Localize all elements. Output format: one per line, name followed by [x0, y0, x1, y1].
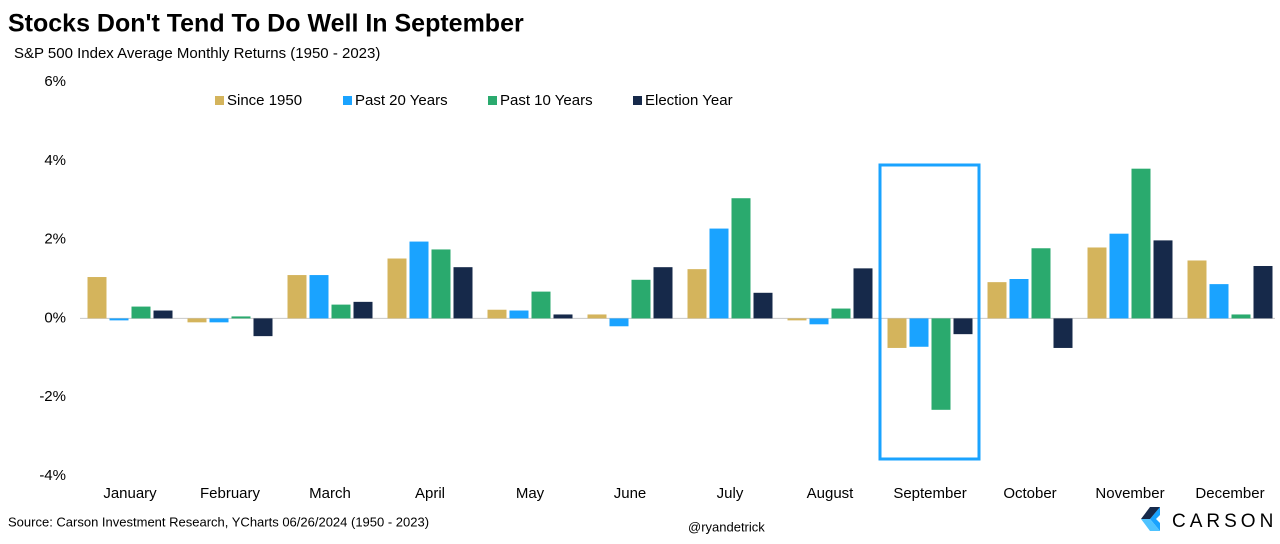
bar	[1153, 240, 1173, 319]
bar	[353, 301, 373, 319]
logo-mark	[1150, 507, 1160, 531]
highlight-box	[878, 163, 981, 461]
bar	[653, 267, 673, 319]
bar	[287, 275, 307, 319]
bar	[553, 314, 573, 319]
x-tick-label: July	[717, 485, 744, 502]
bar	[687, 269, 707, 319]
bar	[509, 310, 529, 319]
logo-mark	[1141, 507, 1160, 519]
bar	[853, 268, 873, 319]
chart-subtitle: S&P 500 Index Average Monthly Returns (1…	[14, 45, 380, 62]
bar	[1187, 260, 1207, 319]
bar	[531, 291, 551, 319]
x-tick-label: June	[614, 485, 647, 502]
x-tick-label: August	[807, 485, 855, 502]
y-tick-label: 6%	[44, 73, 66, 90]
bar	[953, 318, 973, 335]
bar	[1087, 247, 1107, 319]
x-tick-label: October	[1003, 485, 1056, 502]
y-tick-label: 0%	[44, 309, 66, 326]
bar	[909, 318, 929, 347]
legend-label: Past 20 Years	[355, 92, 448, 109]
chart-title: Stocks Don't Tend To Do Well In Septembe…	[8, 10, 524, 38]
bar	[231, 316, 251, 319]
x-tick-label: January	[103, 485, 157, 502]
legend-swatch	[215, 96, 224, 105]
bar	[809, 318, 829, 325]
legend-swatch	[488, 96, 497, 105]
brand-name: CARSON	[1172, 511, 1277, 532]
bar	[253, 318, 273, 337]
bar	[1009, 279, 1029, 319]
x-tick-label: December	[1195, 485, 1264, 502]
bar	[187, 318, 207, 323]
bar	[153, 310, 173, 319]
legend-swatch	[633, 96, 642, 105]
bar	[787, 318, 807, 321]
x-tick-label: February	[200, 485, 261, 502]
x-tick-label: March	[309, 485, 351, 502]
bar	[831, 308, 851, 319]
bar	[209, 318, 229, 323]
legend-swatch	[343, 96, 352, 105]
bar	[1209, 284, 1229, 319]
bar	[109, 318, 129, 321]
y-tick-label: 2%	[44, 231, 66, 248]
x-tick-label: September	[893, 485, 966, 502]
legend-label: Election Year	[645, 92, 733, 109]
x-tick-label: April	[415, 485, 445, 502]
logo-mark	[1141, 519, 1160, 531]
source: Source: Carson Investment Research, YCha…	[8, 514, 429, 529]
bar	[387, 258, 407, 319]
bar	[1031, 248, 1051, 319]
legend-label: Past 10 Years	[500, 92, 593, 109]
credit: @ryandetrick	[688, 519, 765, 534]
x-tick-label: November	[1095, 485, 1164, 502]
y-tick-label: -4%	[39, 467, 66, 484]
bar	[631, 279, 651, 319]
bar	[709, 228, 729, 319]
bar	[331, 304, 351, 319]
bar	[609, 318, 629, 327]
bar	[431, 249, 451, 319]
y-tick-label: 4%	[44, 152, 66, 169]
bar	[1131, 168, 1151, 319]
legend-label: Since 1950	[227, 92, 302, 109]
bar	[931, 318, 951, 410]
bar	[453, 267, 473, 319]
bar	[731, 198, 751, 319]
bar	[1253, 265, 1273, 319]
bar	[753, 292, 773, 319]
bar	[409, 241, 429, 319]
bar	[987, 282, 1007, 319]
bar	[131, 306, 151, 319]
x-tick-label: May	[516, 485, 545, 502]
bar	[587, 314, 607, 319]
y-tick-label: -2%	[39, 388, 66, 405]
bar	[1109, 233, 1129, 319]
bar	[87, 277, 107, 319]
bar	[887, 318, 907, 348]
bar	[309, 275, 329, 319]
bar	[487, 309, 507, 319]
brand-logo: CARSON	[1141, 507, 1277, 532]
bar	[1231, 314, 1251, 319]
bar	[1053, 318, 1073, 348]
